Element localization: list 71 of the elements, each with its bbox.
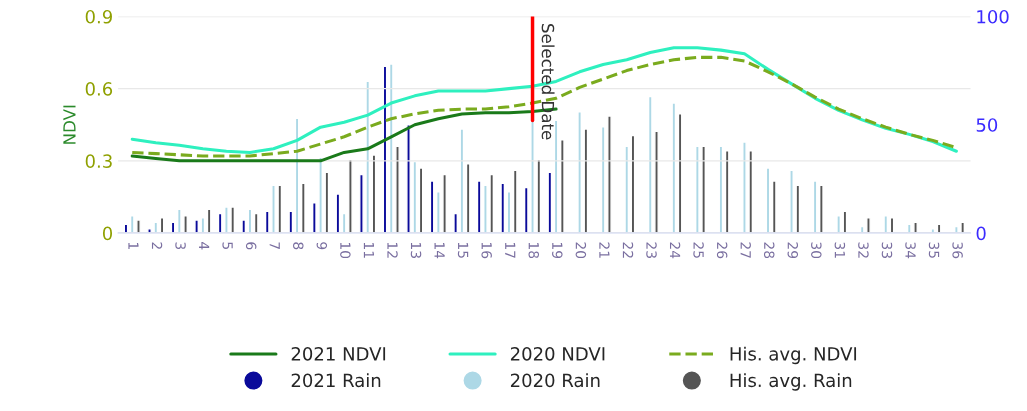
x-tick-label: 17 [505, 242, 516, 258]
legend-label: His. avg. Rain [730, 373, 852, 391]
x-tick-label: 36 [952, 242, 963, 259]
legend-label: 2021 NDVI [291, 346, 386, 361]
x-tick-label: 10 [340, 242, 351, 259]
bar [300, 182, 306, 234]
y-tick-label: 0.6 [85, 82, 113, 96]
x-tick-label: 5 [222, 242, 233, 249]
ref-line-label: Selected Date [541, 24, 555, 140]
x-tick-label: 35 [928, 242, 940, 258]
x-tick-label: 20 [575, 242, 587, 259]
bar [288, 210, 294, 234]
y2-tick-label: 50 [976, 118, 998, 132]
x-tick-label: 26 [716, 242, 728, 259]
x-tick-label: 19 [552, 242, 563, 259]
bar [930, 228, 936, 234]
bar [500, 182, 506, 234]
x-tick-label: 13 [410, 242, 422, 258]
x-tick-label: 28 [763, 242, 775, 259]
bar [253, 212, 259, 234]
x-tick-label: 32 [858, 242, 869, 258]
x-tick-label: 7 [269, 242, 280, 250]
y-tick-label: 0.9 [85, 9, 112, 24]
bar [624, 145, 630, 234]
y2-tick-label: 100 [977, 9, 1009, 24]
x-tick-label: 16 [481, 242, 492, 259]
legend-label: 2020 Rain [510, 373, 600, 388]
bar [836, 215, 841, 234]
x-tick-label: 12 [387, 242, 398, 258]
legend-label: 2020 NDVI [510, 346, 605, 361]
x-tick-label: 4 [199, 242, 210, 250]
bar [724, 150, 730, 234]
x-tick-label: 30 [811, 242, 822, 259]
bar [465, 163, 471, 234]
y-tick-label: 0 [102, 226, 113, 241]
x-tick-label: 18 [528, 242, 540, 259]
x-tick-label: 15 [457, 242, 469, 258]
bar [671, 102, 677, 234]
bar [560, 139, 565, 234]
x-tick-label: 34 [905, 242, 916, 259]
x-tick-label: 6 [245, 242, 257, 250]
x-tick-label: 9 [316, 242, 328, 250]
legend-label: His. avg. NDVI [730, 346, 857, 365]
bar [771, 180, 777, 234]
y-axis-title: NDVI [63, 105, 76, 144]
x-tick-label: 33 [881, 242, 893, 258]
x-tick-label: 11 [363, 242, 374, 258]
x-tick-label: 29 [787, 242, 799, 259]
x-tick-label: 3 [175, 242, 186, 250]
bar [453, 212, 458, 234]
bar [241, 219, 247, 234]
x-tick-label: 8 [293, 242, 304, 250]
bar [512, 169, 518, 234]
bar [547, 171, 553, 234]
y2-tick-label: 0 [976, 226, 986, 241]
x-tick-label: 21 [599, 242, 610, 258]
y-tick-label: 0.3 [85, 154, 112, 168]
x-tick-label: 22 [622, 242, 634, 258]
x-tick-label: 23 [646, 242, 657, 258]
bar [194, 219, 199, 234]
bar [819, 184, 824, 234]
x-tick-label: 14 [434, 242, 445, 259]
x-tick-label: 25 [693, 242, 704, 258]
x-tick-label: 31 [834, 242, 846, 258]
x-tick-label: 27 [740, 242, 751, 258]
legend-label: 2021 Rain [291, 373, 381, 388]
bar [883, 215, 889, 234]
x-tick-label: 1 [128, 242, 139, 249]
x-tick-label: 24 [669, 242, 681, 259]
x-tick-label: 2 [151, 242, 163, 249]
bar [577, 111, 582, 234]
